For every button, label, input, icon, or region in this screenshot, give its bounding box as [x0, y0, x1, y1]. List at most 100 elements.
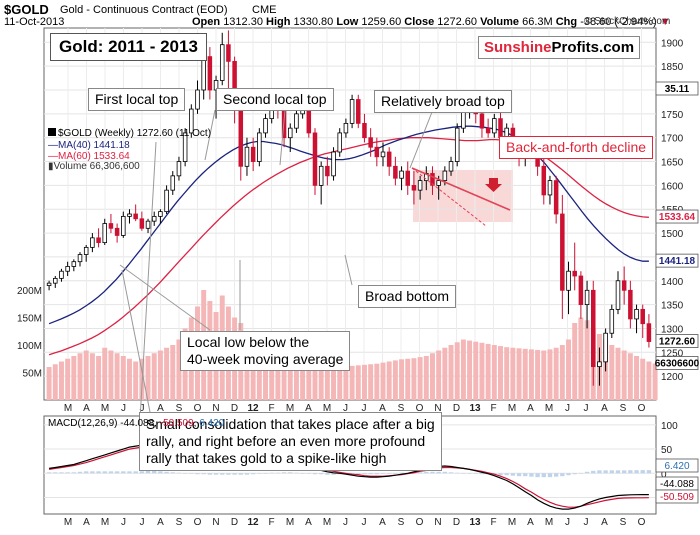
volume-bar	[423, 356, 429, 400]
macd-histogram-bar	[591, 470, 596, 474]
volume-bar	[547, 349, 553, 400]
chg-value: -38.60 (-2.94%)	[580, 16, 657, 28]
candle-body	[572, 270, 577, 277]
volume-bar	[293, 361, 299, 400]
volume-bar	[405, 358, 411, 400]
candle-body	[553, 180, 559, 215]
x-tick-label: J	[343, 403, 348, 414]
x-tick-label: M	[286, 403, 294, 414]
candle-body	[380, 151, 386, 158]
badge-volume-box	[655, 356, 699, 370]
macd-x-tick-label: J	[362, 517, 367, 528]
volume-bar	[442, 347, 448, 400]
candle-body	[312, 132, 318, 186]
macd-histogram-bar	[312, 473, 318, 475]
macd-histogram-bar	[541, 473, 546, 478]
macd-histogram-bar	[436, 471, 441, 474]
x-tick-label: S	[620, 403, 627, 414]
candle-body	[65, 266, 70, 272]
y-tick-label: 1400	[661, 277, 684, 288]
candle-body	[634, 308, 639, 320]
candle-body	[121, 215, 126, 236]
volume-bar	[89, 353, 95, 400]
candle-body	[263, 118, 268, 134]
y-tick-label: 1850	[661, 62, 684, 73]
ma60-line	[48, 137, 649, 356]
x-tick-label: A	[157, 403, 164, 414]
macd-histogram-bar	[380, 473, 386, 474]
macd-badge-hist-box	[655, 458, 699, 473]
macd-histogram-bar	[553, 473, 559, 477]
candle-body	[349, 99, 355, 124]
macd-histogram-bar	[213, 473, 219, 475]
candle-body	[244, 146, 250, 167]
macd-x-tick-label: A	[305, 517, 312, 528]
macd-histogram-bar	[201, 473, 206, 475]
volume-bar	[151, 353, 157, 400]
macd-histogram-bar	[547, 473, 553, 478]
macd-histogram-bar	[523, 473, 528, 477]
volume-bar	[312, 363, 318, 400]
candle-body	[226, 44, 231, 62]
volume-bar	[473, 341, 479, 400]
macd-histogram-bar	[597, 470, 602, 474]
brand-part2: Profits.com	[551, 39, 635, 56]
candle-body	[368, 137, 373, 148]
candle-body	[96, 237, 101, 244]
candle-body	[584, 289, 590, 306]
open-value: 1312.30	[223, 16, 263, 28]
brand-part1: Sunshine	[484, 39, 552, 56]
macd-x-tick-label: S	[398, 517, 405, 528]
volume-bar	[491, 345, 497, 400]
macd-x-tick-label: M	[545, 517, 553, 528]
volume-bar	[71, 356, 77, 400]
macd-histogram-bar	[102, 471, 107, 474]
macd-histogram-bar	[281, 472, 287, 474]
x-tick-label: M	[64, 403, 72, 414]
macd-histogram-bar	[393, 473, 398, 474]
local-low-line1: Local low below the	[187, 334, 310, 350]
macd-histogram-bar	[640, 470, 645, 474]
volume-bar	[58, 361, 64, 400]
x-tick-label: S	[176, 403, 183, 414]
macd-tick-label: 100	[661, 421, 678, 432]
legend-volume-text: Volume 66,306,600	[53, 161, 140, 172]
legend-volume: ▮Volume 66,306,600	[48, 161, 140, 172]
macd-x-tick-label: M	[101, 517, 109, 528]
macd-histogram-bar	[325, 473, 330, 475]
candle-body	[170, 175, 176, 191]
macd-badge-signal: -50.509	[660, 492, 694, 503]
local-low-line2: 40-week moving average	[187, 351, 344, 367]
macd-histogram-bar	[572, 473, 577, 475]
macd-histogram-bar	[121, 471, 126, 474]
macd-histogram-bar	[479, 473, 485, 475]
volume-bar	[621, 350, 627, 400]
macd-histogram-bar	[622, 470, 627, 474]
candle-body	[182, 132, 188, 162]
description: Gold - Continuous Contract (EOD)	[60, 4, 228, 16]
x-tick-label: J	[362, 403, 367, 414]
macd-x-tick-label: F	[268, 517, 274, 528]
candle-body	[102, 223, 107, 244]
macd-histogram-bar	[294, 472, 299, 474]
copyright: © StockCharts.com	[584, 16, 671, 27]
volume-bar	[324, 364, 330, 400]
macd-histogram-bar	[127, 471, 132, 474]
candle-body	[609, 308, 615, 334]
candle-body	[405, 170, 411, 186]
macd-badge-macd: -44.088	[660, 479, 694, 490]
volume-bar	[528, 349, 534, 400]
macd-x-tick-label: A	[157, 517, 164, 528]
macd-histogram-bar	[288, 472, 293, 474]
x-tick-label: J	[121, 403, 126, 414]
consolidation-line1: Small consolidation that takes place aft…	[146, 416, 435, 432]
volume-bar	[77, 353, 83, 400]
volume-bar	[522, 348, 528, 400]
consolidation-line2: rally, and right before an even more pro…	[146, 433, 426, 449]
callout-pointers	[119, 109, 433, 421]
candle-body	[176, 161, 182, 177]
volume-bar	[96, 356, 102, 400]
macd-x-tick-label: N	[212, 517, 219, 528]
macd-x-tick-label: O	[194, 517, 202, 528]
